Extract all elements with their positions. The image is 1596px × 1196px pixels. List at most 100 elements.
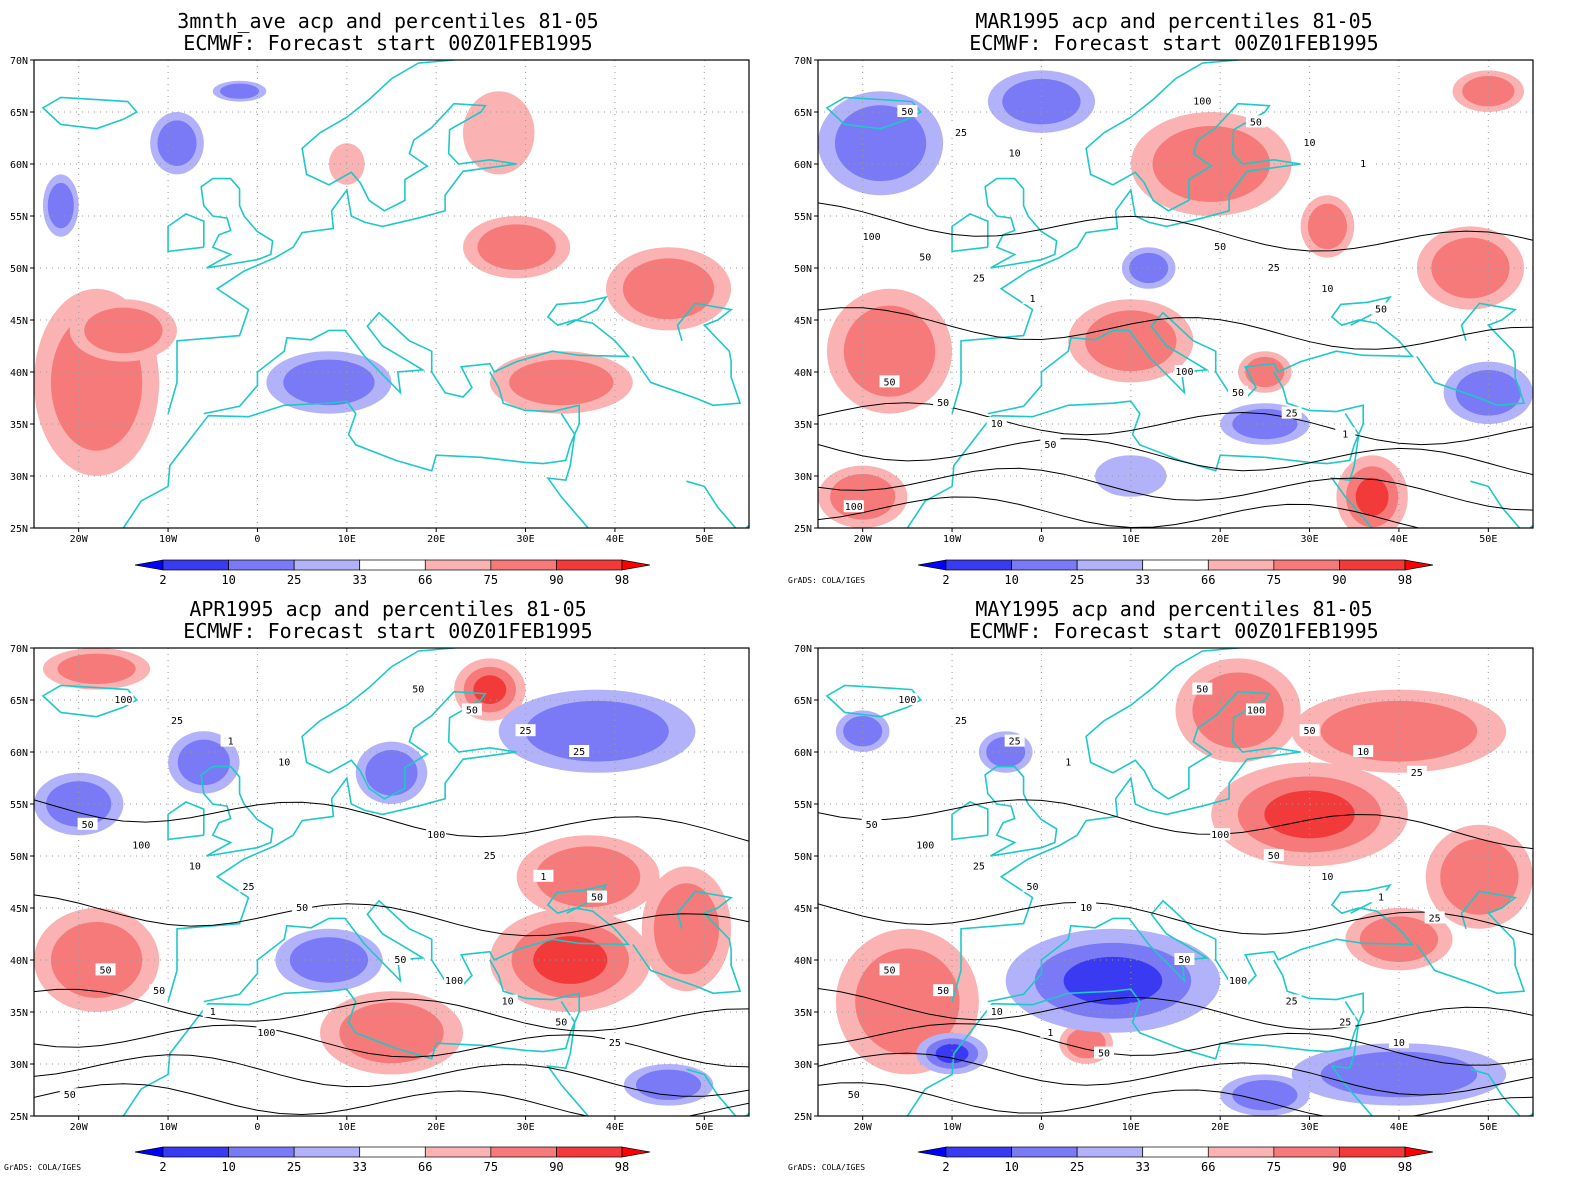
lon-tick-label: 10E bbox=[338, 1122, 356, 1133]
contour-label-bg bbox=[184, 859, 205, 872]
colorbar-segment bbox=[293, 1146, 361, 1158]
wet-anomaly-region bbox=[1431, 237, 1510, 299]
contour-label: 100 bbox=[1247, 705, 1265, 716]
colorbar-segment bbox=[359, 559, 426, 571]
contour-label-bg bbox=[879, 375, 900, 388]
contour-label: 50 bbox=[466, 705, 478, 716]
coastline bbox=[200, 177, 274, 269]
contour-label-bg bbox=[986, 417, 1007, 429]
wet-anomaly-region bbox=[339, 1002, 444, 1064]
colorbar-segment bbox=[1142, 1146, 1209, 1158]
colorbar-segment bbox=[1207, 1146, 1275, 1158]
map-frame bbox=[33, 59, 750, 529]
dry-anomaly-region bbox=[283, 359, 375, 406]
dry-anomaly-region bbox=[365, 750, 418, 796]
contour-label: 25 bbox=[520, 726, 532, 737]
contour-label: 25 bbox=[1429, 913, 1441, 924]
lon-tick-label: 10E bbox=[1122, 1122, 1140, 1133]
contour-label: 25 bbox=[609, 1038, 621, 1049]
lat-tick-label: 65N bbox=[794, 696, 812, 707]
contour-label-bg bbox=[951, 713, 971, 726]
contour-label: 50 bbox=[883, 377, 895, 388]
colorbar-low-arrow bbox=[917, 559, 947, 571]
panel-title: APR1995 acp and percentiles 81-05 bbox=[189, 597, 586, 621]
colorbar-segment bbox=[1339, 559, 1406, 571]
contour-label: 50 bbox=[1250, 117, 1262, 128]
colorbar-label: 25 bbox=[1070, 573, 1084, 587]
dry-anomaly-region bbox=[525, 700, 669, 762]
colorbar-segment bbox=[1011, 1146, 1078, 1158]
wet-anomaly-region bbox=[1359, 916, 1439, 962]
coastline bbox=[951, 213, 989, 253]
colorbar-segment bbox=[490, 1146, 557, 1158]
lat-tick-label: 40N bbox=[10, 368, 28, 379]
wet-anomaly-region bbox=[57, 653, 136, 684]
panel-subtitle: ECMWF: Forecast start 00Z01FEB1995 bbox=[183, 31, 592, 55]
contour-label-bg bbox=[256, 1025, 277, 1038]
contour-label-bg bbox=[1004, 734, 1025, 747]
contour-label: 50 bbox=[1178, 955, 1190, 966]
contour-label: 1 bbox=[1029, 294, 1035, 305]
map-plot-area bbox=[34, 60, 749, 528]
contour-label: 100 bbox=[427, 830, 445, 841]
lat-tick-label: 25N bbox=[10, 1112, 28, 1123]
contour-label: 10 bbox=[991, 1007, 1003, 1018]
colorbar-segment bbox=[162, 559, 229, 571]
contour-label-bg bbox=[933, 984, 954, 997]
contour-label-bg bbox=[1281, 406, 1302, 419]
contour-label-bg bbox=[968, 859, 989, 872]
lat-tick-label: 65N bbox=[794, 108, 812, 119]
contour-label-bg bbox=[1192, 682, 1213, 695]
probability-contour bbox=[818, 202, 1533, 252]
contour-label: 25 bbox=[955, 128, 967, 139]
dry-anomaly-region bbox=[157, 120, 197, 166]
coastline bbox=[1330, 413, 1373, 528]
lon-tick-label: 40E bbox=[606, 1122, 624, 1133]
contour-label: 50 bbox=[937, 398, 949, 409]
contour-label-bg bbox=[390, 953, 411, 965]
colorbar-segment bbox=[1011, 559, 1078, 571]
lon-tick-label: 20W bbox=[854, 534, 873, 545]
contour-label: 1 bbox=[210, 1007, 216, 1018]
contour-label-bg bbox=[1210, 240, 1231, 253]
map-panel-p3: APR1995 acp and percentiles 81-05ECMWF: … bbox=[4, 597, 750, 1174]
probability-contour bbox=[818, 1023, 1533, 1066]
contour-label: 100 bbox=[863, 232, 881, 243]
contour-label: 50 bbox=[82, 820, 94, 831]
coastline bbox=[546, 413, 589, 528]
contour-label: 50 bbox=[412, 685, 424, 696]
contour-label: 10 bbox=[502, 997, 514, 1008]
panel-title: MAY1995 acp and percentiles 81-05 bbox=[975, 597, 1372, 621]
panel-subtitle: ECMWF: Forecast start 00Z01FEB1995 bbox=[969, 619, 1378, 643]
contour-label-bg bbox=[444, 973, 465, 986]
contour-label-bg bbox=[202, 1005, 223, 1017]
lat-tick-label: 65N bbox=[10, 108, 28, 119]
lon-tick-label: 20E bbox=[427, 534, 445, 545]
colorbar-low-arrow bbox=[917, 1146, 947, 1158]
contour-label-bg bbox=[843, 1088, 864, 1101]
contour-label-bg bbox=[1210, 828, 1231, 841]
dry-anomaly-region bbox=[1002, 78, 1081, 125]
lon-tick-label: 40E bbox=[606, 534, 624, 545]
lon-tick-label: 10E bbox=[1122, 534, 1140, 545]
coastline bbox=[951, 60, 1319, 414]
colorbar-segment bbox=[1339, 1146, 1406, 1158]
contour-label: 50 bbox=[591, 893, 603, 904]
wet-anomaly-region bbox=[1320, 700, 1478, 762]
map-frame bbox=[817, 647, 1534, 1117]
coastline bbox=[203, 883, 631, 1003]
contour-label-bg bbox=[461, 703, 482, 716]
probability-contour bbox=[818, 901, 1533, 936]
lat-tick-label: 55N bbox=[10, 212, 28, 223]
panel-title: MAR1995 acp and percentiles 81-05 bbox=[975, 9, 1372, 33]
contour-label-bg bbox=[131, 838, 152, 851]
coastline bbox=[546, 1001, 589, 1116]
contour-label: 50 bbox=[848, 1090, 860, 1101]
contour-label-bg bbox=[1245, 703, 1266, 716]
colorbar-segment bbox=[1076, 559, 1144, 571]
probability-contour bbox=[818, 988, 1533, 1030]
contour-label: 50 bbox=[901, 107, 913, 118]
colorbar-high-arrow bbox=[621, 559, 651, 571]
contour-label: 100 bbox=[1229, 976, 1247, 987]
dry-anomaly-region bbox=[177, 739, 230, 786]
